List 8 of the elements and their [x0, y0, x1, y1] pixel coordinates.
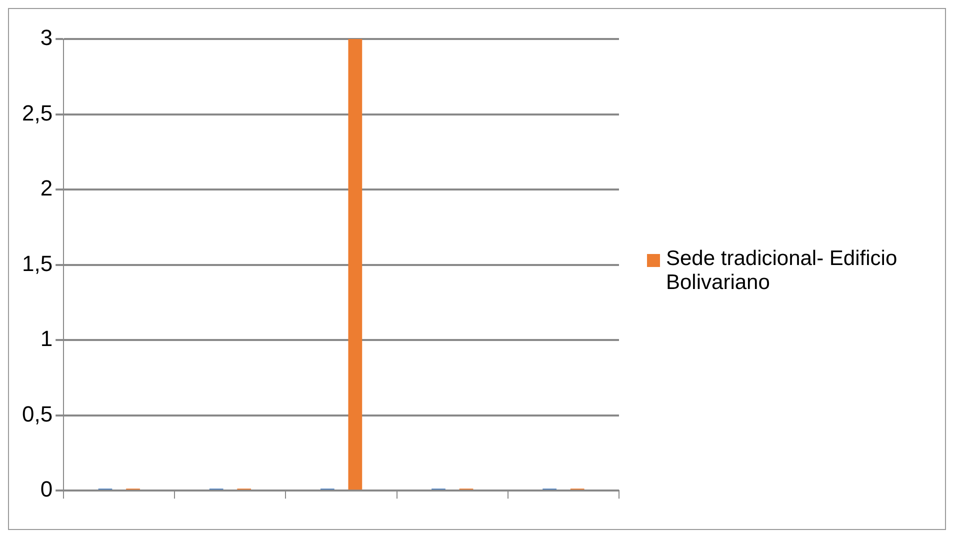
y-tick-label: 0,5	[22, 401, 53, 426]
y-tick-label: 2	[40, 176, 53, 201]
y-tick-label: 0	[40, 476, 53, 502]
legend-label: Sede tradicional- Edificio Bolivariano	[666, 247, 898, 295]
y-tick-label: 3	[40, 25, 53, 50]
y-tick-label: 1	[40, 326, 53, 352]
y-tick-label: 1,5	[22, 250, 53, 276]
y-tick-label: 2,5	[22, 100, 53, 126]
